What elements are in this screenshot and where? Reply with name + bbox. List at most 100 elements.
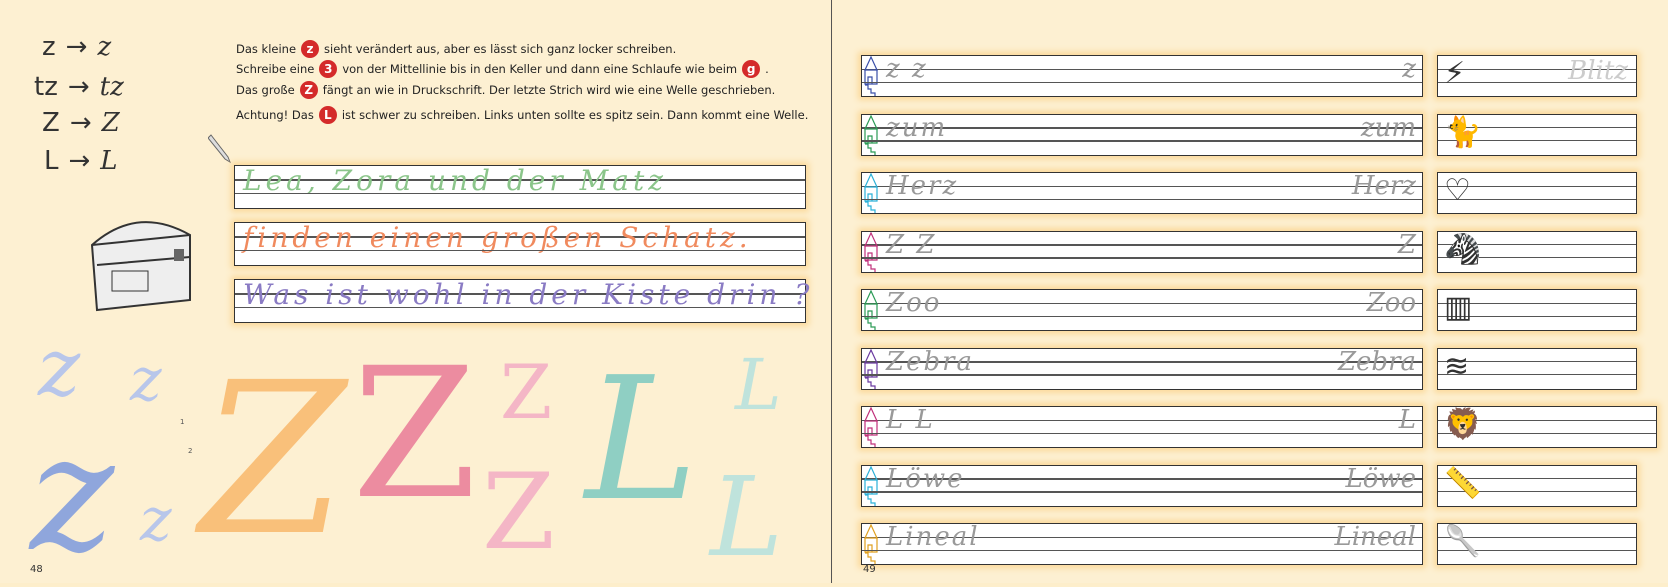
trace-word: Zebra [1337,346,1416,377]
cat-icon: 🐈 [1444,114,1482,150]
writing-line[interactable]: finden einen großen Schatz. [234,221,806,266]
practice-letter: z [130,345,162,415]
practice-letter: Z [482,451,555,573]
letter-badge: L [318,106,337,124]
trace-word: Herz [886,171,959,201]
practice-row[interactable]: zum zum [861,112,1423,156]
cursive-letter: tz [99,72,124,102]
house-icon [864,290,878,330]
print-letter: tz [34,72,58,102]
cursive-letter: z [97,32,112,62]
print-letter: L [44,146,59,176]
letter-pair: z → z [42,32,111,62]
practice-letter: Z [200,337,346,582]
instruction-line: Das kleine z sieht verändert aus, aber es … [236,40,676,58]
print-letter: Z [42,108,60,138]
house-icon [864,231,878,272]
arrow-icon: → [67,72,90,102]
trace-word: Herz [1351,171,1416,201]
cursive-letter: L [100,146,118,176]
picture-box[interactable]: ♡ [1437,172,1637,214]
cursive-letter: Z [101,108,120,138]
heart-icon: ♡ [1444,173,1471,208]
stroke-number: 1 [180,418,185,426]
trace-word: Z [1397,229,1416,260]
stroke-number: 2 [188,447,193,455]
text: Schreibe eine [236,62,315,76]
text: Achtung! Das [236,108,314,122]
text: ist schwer zu schreiben. Links unten sol… [341,108,809,122]
sentence: Lea, Zora und der Matz [243,164,667,197]
arrow-icon: → [69,108,92,138]
text: fängt an wie in Druckschrift. Der letzte… [322,83,776,97]
arrow-icon: → [68,146,91,176]
practice-letter: L [735,344,782,426]
picture-box[interactable]: 🥄 [1437,523,1637,565]
house-icon [864,173,878,213]
letter-badge: Z [299,81,318,99]
trace-word: L [1398,405,1416,435]
writing-line[interactable]: Lea, Zora und der Matz [234,164,806,209]
trace-word: Zoo [1366,288,1416,318]
trace-word: Löwe [1345,463,1416,494]
text: sieht verändert aus, aber es lässt sich … [324,42,677,56]
picture-box[interactable]: ⚡ Blitz [1437,55,1637,97]
trace-word: Z Z [886,229,937,260]
practice-row[interactable]: Zebra Zebra [861,346,1423,390]
text: Das kleine [236,42,297,56]
trace-word: L L [886,405,935,435]
house-icon [864,524,878,564]
practice-letter: z [140,485,172,555]
trace-word: z [1402,54,1416,84]
house-icon [864,407,878,447]
writing-line[interactable]: Was ist wohl in der Kiste drin ? [234,278,809,323]
trace-word: Lineal [886,522,980,552]
page-number: 48 [30,564,43,575]
text: . [765,62,769,76]
sentence: Was ist wohl in der Kiste drin ? [243,278,814,311]
print-letter: z [42,32,56,62]
text: Das große [236,83,295,97]
picture-box[interactable]: 🐈 [1437,113,1637,156]
arrow-icon: → [65,32,88,62]
practice-row[interactable]: Z Z Z [861,229,1423,273]
letter-badge: 3 [319,60,338,78]
trace-word: Zoo [886,288,942,318]
ruler-icon: 📏 [1444,465,1482,501]
practice-row[interactable]: Lineal Lineal [861,522,1423,565]
house-icon [864,114,878,155]
trace-word: z z [886,54,928,84]
picture-box[interactable]: 🦓 [1437,230,1637,273]
left-page: z → z tz → tz Z → Z L → L Das kleine z sieht verän… [0,0,832,583]
letter-pair: L → L [44,146,118,176]
sentence: finden einen großen Schatz. [243,221,752,254]
house-icon [864,465,878,506]
practice-letter: L [585,341,698,539]
pencil-icon [208,134,232,164]
practice-letter: z [30,400,115,587]
instruction-line: Schreibe eine 3 von der Mittellinie bis in… [236,60,769,78]
letter-badge: z [301,40,320,58]
trace-word: Lineal [1334,522,1416,552]
letter-pair: Z → Z [42,108,120,138]
practice-row[interactable]: z z z [861,54,1423,97]
practice-row[interactable]: L L L [861,405,1423,448]
house-icon [864,56,878,96]
practice-row[interactable]: Zoo Zoo [861,288,1423,331]
practice-letter: Z [500,348,553,436]
picture-box[interactable]: 📏 [1437,464,1637,507]
practice-row[interactable]: Herz Herz [861,171,1423,214]
practice-row[interactable]: Löwe Löwe [861,463,1423,507]
practice-letter: Z [352,330,478,539]
fence-icon: ▥ [1444,290,1473,325]
practice-letter: L [710,453,784,581]
picture-box[interactable]: ≋ [1437,347,1637,390]
picture-box[interactable]: ▥ [1437,289,1637,331]
lightning-icon: ⚡ [1444,56,1466,91]
house-icon [864,348,878,389]
picture-box[interactable]: 🦁 [1437,406,1657,448]
trace-word: zum [1360,112,1416,143]
treasure-chest-icon [90,221,191,312]
